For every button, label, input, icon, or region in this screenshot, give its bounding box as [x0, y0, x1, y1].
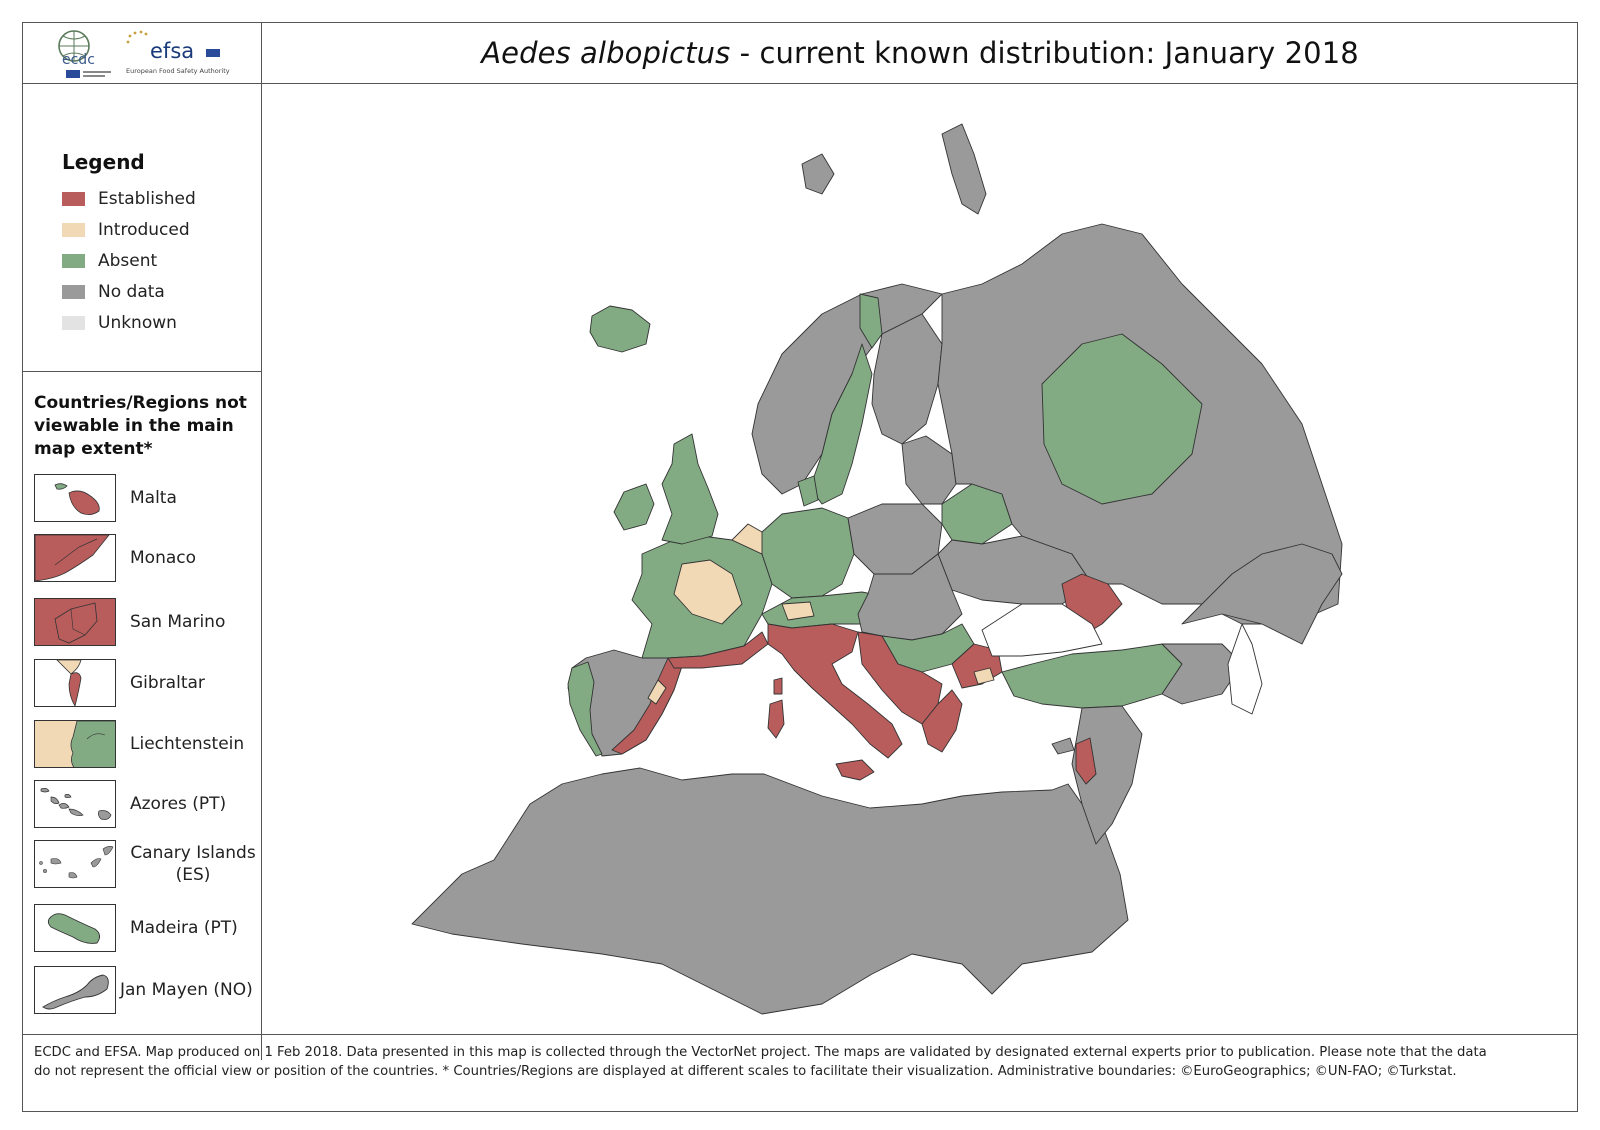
legend-label: Unknown — [98, 313, 177, 333]
legend-label: Introduced — [98, 220, 190, 240]
map-frame — [22, 22, 1578, 1112]
inset-label: Azores (PT) — [130, 794, 227, 814]
water-black-sea — [981, 603, 1103, 657]
region-alps-introduced — [781, 601, 815, 621]
region-norway — [751, 283, 943, 495]
inset-thumb-liechtenstein — [34, 720, 116, 768]
ecdc-logo: ecdc — [58, 30, 111, 78]
svg-text:ecdc: ecdc — [62, 52, 95, 68]
region-germany — [761, 507, 855, 599]
legend-swatch — [62, 192, 85, 206]
region-iceland — [589, 305, 651, 353]
region-levant-established — [1075, 737, 1097, 785]
inset-monaco: Monaco — [34, 534, 262, 584]
legend-item-unknown: Unknown — [62, 311, 177, 335]
region-bulgaria-introduced — [973, 667, 995, 685]
region-france-introduced — [673, 559, 743, 625]
sidebar: Legend Established Introduced Absent No … — [22, 84, 262, 1060]
legend-label: Established — [98, 189, 196, 209]
inset-jan-mayen: Jan Mayen (NO) — [34, 966, 262, 1016]
footer-line-2: do not represent the official view or po… — [34, 1064, 1457, 1079]
logo-panel: ecdc efsa European Food Safety Authority — [22, 22, 262, 84]
region-finland-absent — [859, 293, 883, 349]
region-ireland — [613, 483, 655, 531]
region-baltics — [901, 435, 957, 505]
inset-thumb-madeira — [34, 904, 116, 952]
inset-thumb-gibraltar — [34, 659, 116, 707]
footer-notice: ECDC and EFSA. Map produced on 1 Feb 201… — [22, 1034, 1578, 1112]
legend-title: Legend — [62, 150, 145, 174]
region-denmark — [797, 475, 819, 507]
legend-item-established: Established — [62, 187, 196, 211]
title-panel: Aedes albopictus - current known distrib… — [262, 22, 1578, 84]
inset-madeira: Madeira (PT) — [34, 904, 262, 954]
legend-item-introduced: Introduced — [62, 218, 190, 242]
legend-item-absent: Absent — [62, 249, 157, 273]
main-map[interactable] — [262, 84, 1578, 1060]
footer-line-1: ECDC and EFSA. Map produced on 1 Feb 201… — [34, 1045, 1487, 1060]
title-rest: - current known distribution: January 20… — [730, 35, 1359, 70]
water-caspian — [1227, 623, 1263, 715]
region-turkey-east — [1161, 643, 1243, 705]
inset-canary-islands: Canary Islands (ES) — [34, 840, 262, 890]
region-sardinia — [767, 699, 785, 739]
inset-label: San Marino — [130, 612, 226, 632]
legend-swatch — [62, 254, 85, 268]
inset-thumb-malta — [34, 474, 116, 522]
region-greece — [921, 689, 963, 753]
region-iberia-introduced — [647, 679, 667, 705]
inset-label: Monaco — [130, 548, 197, 568]
region-iberia-absent-west — [567, 661, 603, 757]
region-sicily — [835, 759, 875, 781]
legend-label: No data — [98, 282, 165, 302]
legend-swatch — [62, 223, 85, 237]
region-north-africa — [411, 767, 1129, 1015]
legend-item-no-data: No data — [62, 280, 165, 304]
region-russia-absent — [1041, 333, 1203, 505]
region-cyprus — [1051, 737, 1075, 755]
inset-thumb-jan-mayen — [34, 966, 116, 1014]
inset-malta: Malta — [34, 474, 262, 524]
inset-san-marino: San Marino — [34, 598, 262, 648]
inset-label: Malta — [130, 488, 177, 508]
legend-swatch — [62, 285, 85, 299]
svg-text:European Food Safety Authority: European Food Safety Authority — [126, 67, 230, 75]
map-canvas — [411, 123, 1343, 1015]
svg-text:efsa: efsa — [150, 39, 194, 63]
region-corsica — [773, 677, 783, 695]
inset-thumb-azores — [34, 780, 116, 828]
inset-thumb-monaco — [34, 534, 116, 582]
insets-title: Countries/Regions not viewable in the ma… — [34, 393, 247, 459]
region-finland — [871, 313, 943, 445]
legend-swatch — [62, 316, 85, 330]
inset-label: Gibraltar — [130, 673, 205, 693]
legend: Legend Established Introduced Absent No … — [22, 84, 262, 372]
inset-liechtenstein: Liechtenstein — [34, 720, 262, 770]
inset-label: Madeira (PT) — [130, 918, 238, 938]
inset-gibraltar: Gibraltar — [34, 659, 262, 709]
logos: ecdc efsa European Food Safety Authority — [58, 30, 230, 78]
efsa-logo: efsa European Food Safety Authority — [126, 30, 230, 75]
map-title: Aedes albopictus - current known distrib… — [481, 36, 1359, 70]
region-svalbard — [801, 153, 835, 195]
inset-thumb-canary-islands — [34, 840, 116, 888]
region-novaya-zemlya — [941, 123, 987, 215]
region-caucasus — [1181, 543, 1343, 645]
inset-label: Canary Islands (ES) — [130, 843, 256, 885]
inset-label: Liechtenstein — [130, 734, 245, 754]
region-great-britain — [661, 433, 719, 545]
inset-thumb-san-marino — [34, 598, 116, 646]
inset-azores: Azores (PT) — [34, 780, 262, 830]
legend-label: Absent — [98, 251, 158, 271]
inset-label: Jan Mayen (NO) — [120, 980, 253, 1000]
title-species: Aedes albopictus — [481, 35, 731, 70]
